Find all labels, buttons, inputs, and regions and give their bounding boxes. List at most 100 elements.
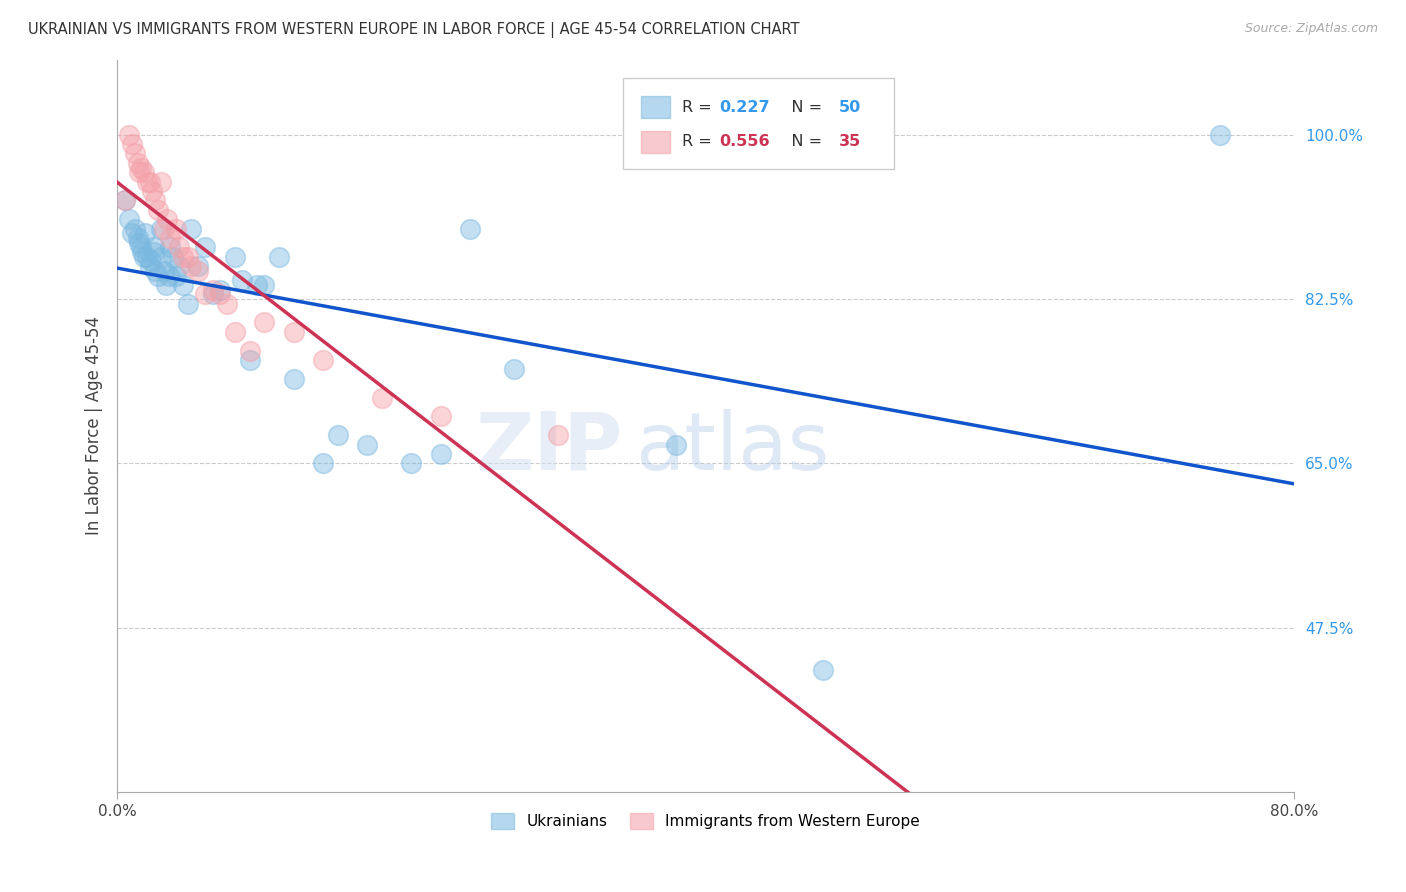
Legend: Ukrainians, Immigrants from Western Europe: Ukrainians, Immigrants from Western Euro… xyxy=(485,807,927,836)
Text: ZIP: ZIP xyxy=(475,409,623,487)
Point xyxy=(135,250,157,264)
Point xyxy=(267,250,290,264)
Text: 50: 50 xyxy=(838,100,860,115)
Text: R =: R = xyxy=(682,134,717,149)
Point xyxy=(1209,128,1232,142)
Y-axis label: In Labor Force | Age 45-54: In Labor Force | Age 45-54 xyxy=(86,317,103,535)
FancyBboxPatch shape xyxy=(641,130,671,153)
Point xyxy=(153,264,176,278)
Point xyxy=(132,165,155,179)
Point xyxy=(665,437,688,451)
FancyBboxPatch shape xyxy=(641,96,671,118)
Point xyxy=(224,325,246,339)
Point xyxy=(143,240,166,254)
Point xyxy=(148,202,170,217)
Point xyxy=(150,250,173,264)
Point xyxy=(238,353,260,368)
Point xyxy=(180,221,202,235)
Text: 0.556: 0.556 xyxy=(720,134,770,149)
Point xyxy=(141,184,163,198)
Text: 35: 35 xyxy=(838,134,860,149)
Point xyxy=(429,409,451,424)
Point xyxy=(139,254,162,268)
Point xyxy=(159,240,181,254)
Point xyxy=(167,240,190,254)
Point xyxy=(114,194,136,208)
Point xyxy=(194,240,217,254)
Point xyxy=(129,161,152,175)
Point xyxy=(157,268,180,283)
Point xyxy=(253,316,276,330)
Point xyxy=(177,296,200,310)
Point xyxy=(458,221,481,235)
Point xyxy=(121,137,143,152)
Point xyxy=(138,259,160,273)
Point xyxy=(238,343,260,358)
Text: R =: R = xyxy=(682,100,717,115)
Point xyxy=(128,165,150,179)
Point xyxy=(114,194,136,208)
Point xyxy=(253,277,276,292)
Point xyxy=(148,268,170,283)
Point xyxy=(159,231,181,245)
Point xyxy=(283,372,305,386)
Point xyxy=(127,231,149,245)
Point xyxy=(209,283,232,297)
Point xyxy=(547,428,569,442)
Point xyxy=(156,212,179,227)
Point xyxy=(145,194,167,208)
Point xyxy=(131,245,153,260)
Point xyxy=(187,264,209,278)
Point xyxy=(180,259,202,273)
Point xyxy=(153,221,176,235)
Point xyxy=(127,156,149,170)
Point xyxy=(145,264,167,278)
FancyBboxPatch shape xyxy=(623,78,894,169)
Point xyxy=(503,362,526,376)
Point xyxy=(217,296,239,310)
Point xyxy=(209,287,232,301)
Point xyxy=(201,287,224,301)
Point xyxy=(129,240,152,254)
Point xyxy=(326,428,349,442)
Point xyxy=(155,277,177,292)
Point xyxy=(167,259,190,273)
Text: Source: ZipAtlas.com: Source: ZipAtlas.com xyxy=(1244,22,1378,36)
Point xyxy=(138,175,160,189)
Point xyxy=(187,259,209,273)
Point xyxy=(172,250,194,264)
Point xyxy=(132,250,155,264)
Point xyxy=(150,175,173,189)
Text: atlas: atlas xyxy=(636,409,830,487)
Point xyxy=(165,221,187,235)
Text: N =: N = xyxy=(776,100,827,115)
Text: UKRAINIAN VS IMMIGRANTS FROM WESTERN EUROPE IN LABOR FORCE | AGE 45-54 CORRELATI: UKRAINIAN VS IMMIGRANTS FROM WESTERN EUR… xyxy=(28,22,800,38)
Text: 0.227: 0.227 xyxy=(720,100,770,115)
Point xyxy=(429,447,451,461)
Point xyxy=(246,277,269,292)
Point xyxy=(150,221,173,235)
Point xyxy=(283,325,305,339)
Point xyxy=(401,456,423,470)
Point xyxy=(177,250,200,264)
Point xyxy=(224,250,246,264)
Point xyxy=(118,212,141,227)
Point xyxy=(312,353,335,368)
Point xyxy=(312,456,335,470)
Point xyxy=(811,663,834,677)
Point xyxy=(165,268,187,283)
Point xyxy=(124,146,146,161)
Point xyxy=(118,128,141,142)
Point xyxy=(172,277,194,292)
Point xyxy=(143,245,166,260)
Point xyxy=(201,283,224,297)
Point xyxy=(121,227,143,241)
Text: N =: N = xyxy=(776,134,827,149)
Point xyxy=(124,221,146,235)
Point xyxy=(371,391,394,405)
Point xyxy=(194,287,217,301)
Point xyxy=(134,227,156,241)
Point xyxy=(135,175,157,189)
Point xyxy=(162,250,184,264)
Point xyxy=(128,235,150,250)
